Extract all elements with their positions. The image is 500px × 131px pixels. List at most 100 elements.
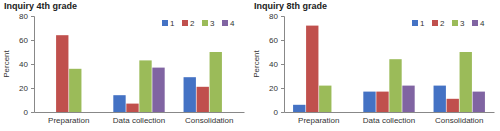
bar <box>56 35 68 112</box>
bar <box>184 77 196 112</box>
tick: 60 <box>19 36 34 45</box>
chart-panel: Inquiry 8th grade Percent 0 20 40 60 80 Prepara… <box>252 1 494 125</box>
tick: 20 <box>269 84 284 93</box>
tick-label: 0 <box>274 108 279 117</box>
legend-swatch <box>452 20 458 26</box>
tick: 0 <box>274 108 284 117</box>
legend-item: 3 <box>452 19 465 28</box>
tick-mark <box>31 112 34 113</box>
tick-label: Consolidation <box>435 116 483 125</box>
tick: 40 <box>269 60 284 69</box>
tick-label: Data collection <box>113 116 165 125</box>
x-axis: Preparation Data collection Consolidation <box>285 112 495 125</box>
bar <box>82 112 94 113</box>
chart-title: Inquiry 8th grade <box>254 1 327 11</box>
tick: Data collection <box>363 112 415 125</box>
axis-title: Percent <box>252 49 261 77</box>
bar <box>306 26 318 112</box>
tick-mark <box>31 16 34 17</box>
tick-label: 20 <box>269 84 278 93</box>
legend-label: 3 <box>210 19 215 28</box>
bar <box>126 104 138 112</box>
tick-label: 60 <box>19 36 28 45</box>
tick-label: 80 <box>19 12 28 21</box>
bar <box>223 112 235 113</box>
legend-swatch <box>182 20 188 26</box>
tick-mark <box>281 64 284 65</box>
tick-label: 40 <box>19 60 28 69</box>
chart-panel: Inquiry 4th grade Percent 0 20 40 60 80 Prepara… <box>2 1 244 125</box>
bar <box>473 92 485 112</box>
axis-line <box>31 17 35 113</box>
axis-line <box>281 17 285 113</box>
tick-mark <box>281 40 284 41</box>
tick: Preparation <box>298 112 339 125</box>
bar <box>113 95 125 112</box>
bar <box>447 99 459 112</box>
legend-item: 2 <box>432 19 445 28</box>
tick: 60 <box>269 36 284 45</box>
tick-mark <box>281 112 284 113</box>
tick: Consolidation <box>435 112 483 125</box>
bar <box>152 68 164 112</box>
tick-label: 20 <box>19 84 28 93</box>
legend-label: 2 <box>190 19 195 28</box>
bar <box>43 112 55 113</box>
bar <box>363 92 375 112</box>
bar <box>210 52 222 112</box>
tick-label: Preparation <box>48 116 89 125</box>
legend-swatch <box>222 20 228 26</box>
tick: 80 <box>269 12 284 21</box>
legend-item: 2 <box>182 19 195 28</box>
chart-title: Inquiry 4th grade <box>4 1 77 11</box>
bar <box>434 86 446 112</box>
legend-item: 1 <box>412 19 425 28</box>
tick-mark <box>31 40 34 41</box>
tick-label: Data collection <box>363 116 415 125</box>
legend-swatch <box>432 20 438 26</box>
legend-swatch <box>162 20 168 26</box>
tick-label: 80 <box>269 12 278 21</box>
legend-item: 1 <box>162 19 175 28</box>
bars <box>56 35 222 112</box>
tick-label: Consolidation <box>185 116 233 125</box>
legend-label: 1 <box>170 19 175 28</box>
legend-label: 4 <box>230 19 235 28</box>
tick-mark <box>31 88 34 89</box>
bar <box>376 92 388 112</box>
legend-swatch <box>202 20 208 26</box>
tick-label: 0 <box>24 108 29 117</box>
tick-mark <box>281 88 284 89</box>
tick-mark <box>281 16 284 17</box>
legend: 1 2 3 4 <box>162 19 235 28</box>
legend-label: 2 <box>440 19 445 28</box>
axis-line <box>35 112 245 113</box>
figure: Inquiry 4th gradePercent020406080Prepara… <box>0 0 500 131</box>
tick: 40 <box>19 60 34 69</box>
tick-mark <box>31 64 34 65</box>
tick-label: Preparation <box>298 116 339 125</box>
bar <box>389 59 401 112</box>
tick: Preparation <box>48 112 89 125</box>
tick: 0 <box>24 108 34 117</box>
bar <box>332 112 344 113</box>
bar <box>460 52 472 112</box>
bar <box>139 60 151 112</box>
bar <box>197 87 209 112</box>
legend-item: 4 <box>222 19 235 28</box>
x-axis: Preparation Data collection Consolidation <box>35 112 245 125</box>
y-axis: 0 20 40 60 80 <box>19 12 34 117</box>
bar <box>69 69 81 112</box>
tick: 80 <box>19 12 34 21</box>
axis-title: Percent <box>2 49 11 77</box>
legend-label: 1 <box>420 19 425 28</box>
legend-item: 3 <box>202 19 215 28</box>
legend-label: 4 <box>480 19 485 28</box>
tick-label: 60 <box>269 36 278 45</box>
tick: 20 <box>19 84 34 93</box>
tick: Data collection <box>113 112 165 125</box>
legend-item: 4 <box>472 19 485 28</box>
tick: Consolidation <box>185 112 233 125</box>
bar <box>402 86 414 112</box>
legend: 1 23 4 <box>412 19 485 28</box>
